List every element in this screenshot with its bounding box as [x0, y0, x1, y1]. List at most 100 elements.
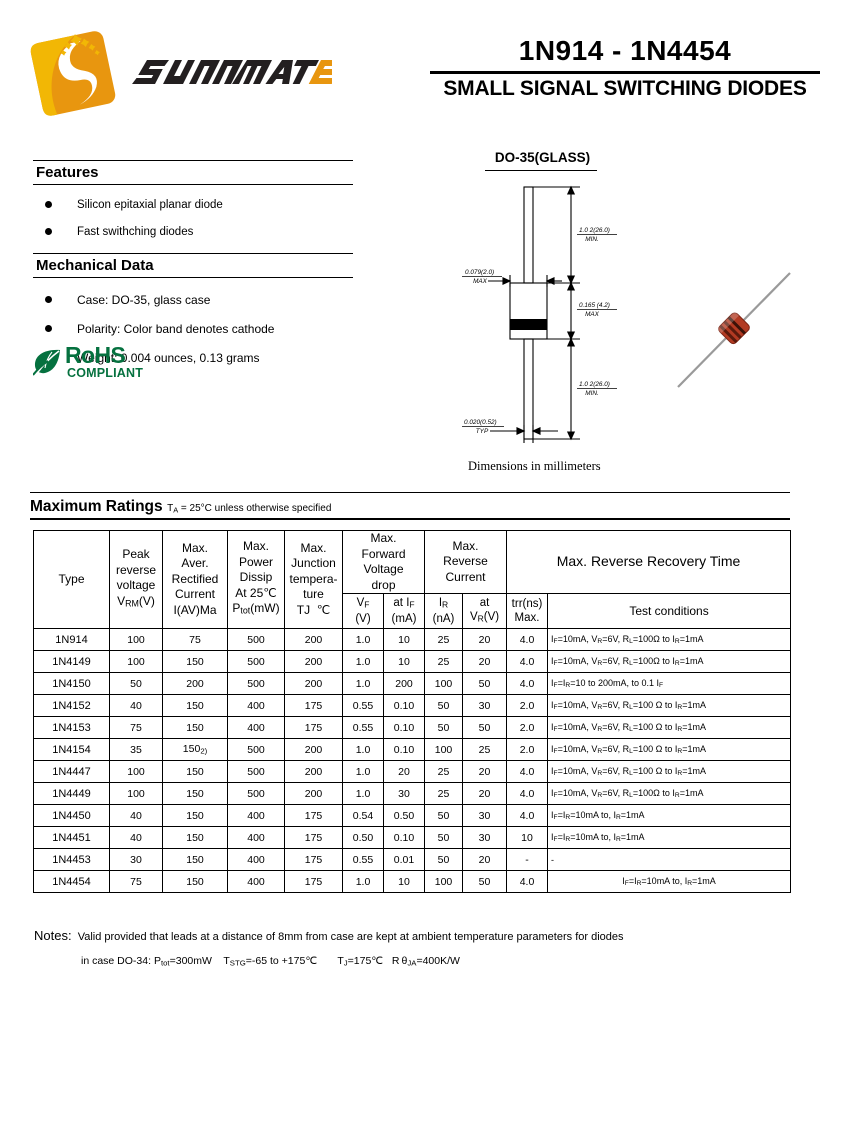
cell-at-vr: 25 — [462, 738, 508, 761]
cell-max-junction-temperature: 175 — [284, 870, 343, 893]
cell-max-junction-temperature: 175 — [284, 694, 343, 717]
cell-max-junction-temperature: 175 — [284, 804, 343, 827]
cell-test-conditions: IF=10mA, VR=6V, RL=100 Ω to IR=1mA — [547, 738, 792, 761]
cell-at-if: 20 — [382, 760, 426, 783]
table-row: 1N4153 75 150 400 175 0.55 0.10 50 50 2.0 IF=10mA,… — [33, 716, 792, 739]
cell-max-junction-temperature: 200 — [284, 760, 343, 783]
cell-max-junction-temperature: 200 — [284, 650, 343, 673]
cell-max-junction-temperature: 175 — [284, 826, 343, 849]
cell-type: 1N4150 — [33, 672, 110, 695]
mechanical-text: Case: DO-35, glass case — [77, 293, 211, 307]
cell-max-power-dissip: 400 — [227, 804, 285, 827]
company-logo — [27, 27, 332, 116]
cell-ir: 100 — [424, 672, 464, 695]
title-divider — [430, 71, 820, 74]
cell-at-vr: 50 — [462, 870, 508, 893]
part-number-title: 1N914 - 1N4454 — [518, 35, 732, 66]
cell-peak-reverse-voltage: 40 — [109, 826, 163, 849]
cell-peak-reverse-voltage: 75 — [109, 716, 163, 739]
cell-ir: 25 — [424, 782, 464, 805]
cell-trr: 4.0 — [506, 760, 549, 783]
mechanical-data-heading: Mechanical Data — [33, 253, 353, 278]
svg-text:MAX: MAX — [585, 311, 600, 318]
cell-ir: 100 — [424, 738, 464, 761]
svg-text:0.079(2.0): 0.079(2.0) — [465, 269, 494, 276]
cell-peak-reverse-voltage: 30 — [109, 848, 163, 871]
rohs-compliant-badge: RoHS COMPLIANT — [33, 343, 183, 385]
cell-trr: 4.0 — [506, 804, 549, 827]
col-header-at-if: at IF (mA) — [382, 593, 426, 629]
svg-text:MIN.: MIN. — [585, 236, 599, 243]
ratings-title: Maximum Ratings — [30, 498, 163, 515]
cell-trr: 4.0 — [506, 870, 549, 893]
list-item: Fast swithching diodes — [33, 225, 353, 239]
cell-peak-reverse-voltage: 100 — [109, 782, 163, 805]
svg-text:0.165 (4.2): 0.165 (4.2) — [579, 302, 610, 309]
col-header-ir: IR (nA) — [424, 593, 464, 629]
cell-trr: 2.0 — [506, 738, 549, 761]
col-header-at-vr: at VR(V) — [462, 593, 508, 629]
cell-type: 1N914 — [33, 628, 110, 651]
feature-text: Silicon epitaxial planar diode — [77, 199, 223, 211]
cell-max-power-dissip: 500 — [227, 650, 285, 673]
bullet-icon — [45, 201, 52, 208]
leaf-icon — [33, 349, 60, 376]
notes-label: Notes: — [34, 928, 72, 943]
svg-text:MAX: MAX — [473, 278, 488, 285]
cell-at-if: 0.10 — [382, 716, 426, 739]
cell-vf: 0.55 — [342, 716, 384, 739]
cell-at-if: 10 — [382, 650, 426, 673]
cell-test-conditions: IF=10mA, VR=6V, RL=100 Ω to IR=1mA — [547, 694, 792, 717]
cell-max-power-dissip: 400 — [227, 716, 285, 739]
table-row: 1N4150 50 200 500 200 1.0 200 100 50 4.0 IF=IR=10 … — [33, 672, 792, 695]
cell-vf: 0.50 — [342, 826, 384, 849]
cell-ir: 50 — [424, 826, 464, 849]
cell-ir: 50 — [424, 804, 464, 827]
cell-trr: 10 — [506, 826, 549, 849]
do35-outline-drawing: 1.0 2(26.0) MIN. 0.165 (4.2) MAX 1.0 2(2… — [462, 185, 791, 443]
maximum-ratings-heading: Maximum Ratings TA = 25°C unless otherwi… — [30, 498, 790, 520]
ratings-condition: TA = 25°C unless otherwise specified — [167, 503, 332, 515]
cell-at-vr: 50 — [462, 716, 508, 739]
cell-max-power-dissip: 500 — [227, 628, 285, 651]
cell-max-aver-rectified-current: 150 — [162, 848, 228, 871]
cell-vf: 1.0 — [342, 870, 384, 893]
package-title: DO-35(GLASS) — [494, 150, 591, 165]
cell-test-conditions: IF=10mA, VR=6V, RL=100Ω to IR=1mA — [547, 782, 792, 805]
cell-peak-reverse-voltage: 75 — [109, 870, 163, 893]
svg-text:MIN.: MIN. — [585, 390, 599, 397]
col-header-max-aver-rectified-current: Max. Aver. Rectified Current I(AV)Ma — [162, 530, 228, 629]
package-drawing-section: DO-35(GLASS) — [440, 145, 820, 490]
table-row: 1N4447 100 150 500 200 1.0 20 25 20 4.0 IF=10mA, V… — [33, 760, 792, 783]
title-block: 1N914 - 1N4454 SMALL SIGNAL SWITCHING DI… — [430, 34, 820, 102]
dimensions-note: Dimensions in millimeters — [468, 459, 601, 473]
cell-at-vr: 20 — [462, 782, 508, 805]
cell-trr: 4.0 — [506, 782, 549, 805]
list-item: Polarity: Color band denotes cathode — [33, 322, 353, 336]
cell-vf: 1.0 — [342, 672, 384, 695]
cell-max-junction-temperature: 200 — [284, 628, 343, 651]
cell-at-if: 0.01 — [382, 848, 426, 871]
cell-at-if: 0.10 — [382, 694, 426, 717]
col-header-vf: VF (V) — [342, 593, 384, 629]
cell-max-aver-rectified-current: 150 — [162, 870, 228, 893]
cell-max-power-dissip: 400 — [227, 848, 285, 871]
sunmate-diamond-icon — [30, 31, 116, 116]
col-header-test-conditions: Test conditions — [547, 593, 792, 629]
cell-max-junction-temperature: 200 — [284, 738, 343, 761]
cell-ir: 50 — [424, 716, 464, 739]
cell-max-aver-rectified-current: 150 — [162, 804, 228, 827]
table-row: 1N914 100 75 500 200 1.0 10 25 20 4.0 IF=10mA, VR=… — [33, 628, 792, 651]
cell-max-aver-rectified-current: 150 — [162, 826, 228, 849]
svg-text:TYP: TYP — [476, 428, 489, 435]
cell-trr: - — [506, 848, 549, 871]
table-row: 1N4149 100 150 500 200 1.0 10 25 20 4.0 IF=10mA, V… — [33, 650, 792, 673]
col-header-type: Type — [33, 530, 110, 629]
cell-at-if: 200 — [382, 672, 426, 695]
cell-peak-reverse-voltage: 40 — [109, 804, 163, 827]
cell-trr: 2.0 — [506, 716, 549, 739]
table-row: 1N4451 40 150 400 175 0.50 0.10 50 30 10 IF=IR=10m… — [33, 826, 792, 849]
cell-at-vr: 30 — [462, 694, 508, 717]
diode-photo — [677, 272, 791, 388]
